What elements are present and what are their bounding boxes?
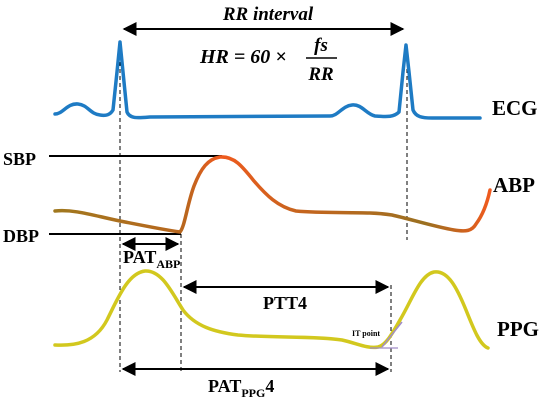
rr-interval-label: RR interval bbox=[222, 4, 314, 25]
ecg-label: ECG bbox=[492, 96, 538, 120]
ecg-waveform bbox=[53, 40, 482, 120]
pat-ppg-label: PATPPG4 bbox=[208, 376, 274, 400]
ptt-label: PTT4 bbox=[263, 293, 307, 313]
it-point-label: IT point bbox=[352, 329, 380, 338]
pat-ppg-suffix: 4 bbox=[265, 376, 274, 396]
hr-formula-numerator: fs bbox=[314, 35, 328, 56]
pat-abp-sub: ABP bbox=[156, 257, 180, 271]
hr-formula-lhs: HR = 60 × bbox=[199, 46, 287, 68]
it-point-tangent bbox=[381, 321, 403, 348]
pat-ppg-sub: PPG bbox=[241, 386, 265, 400]
sbp-label: SBP bbox=[3, 149, 36, 169]
abp-waveform bbox=[53, 155, 492, 234]
ppg-waveform bbox=[53, 269, 490, 350]
pat-ppg-base: PAT bbox=[208, 376, 241, 396]
hr-formula-denominator: RR bbox=[307, 64, 333, 85]
abp-label: ABP bbox=[493, 173, 535, 197]
ppg-label: PPG bbox=[497, 317, 539, 341]
pat-abp-base: PAT bbox=[123, 247, 156, 267]
dbp-label: DBP bbox=[3, 226, 39, 246]
pat-abp-label: PATABP bbox=[123, 247, 180, 271]
